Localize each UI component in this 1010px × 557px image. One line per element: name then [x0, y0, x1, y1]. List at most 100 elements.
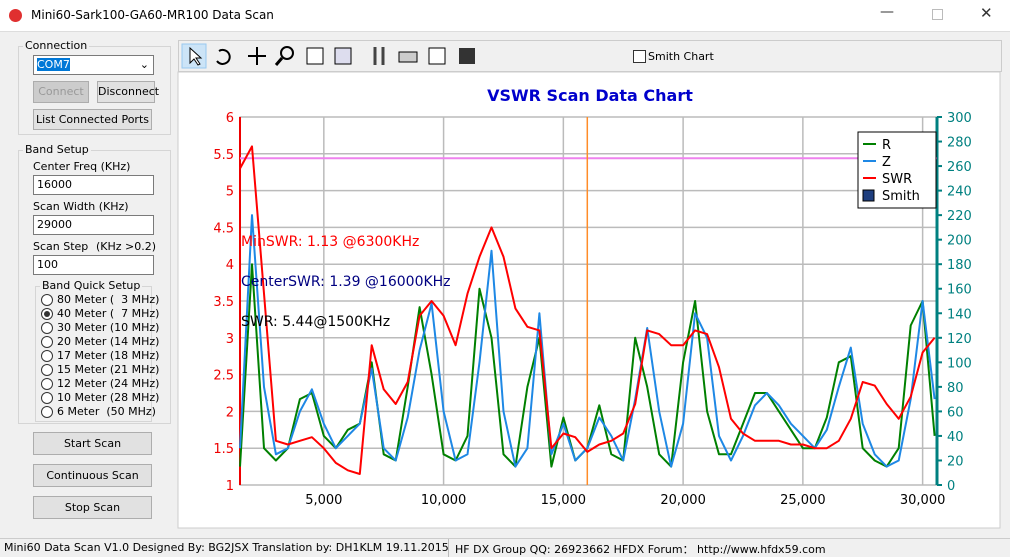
- x-tick-label: 15,000: [541, 493, 587, 508]
- title-bar: Mini60-Sark100-GA60-MR100 Data Scan — ✕: [0, 0, 1010, 32]
- y2-tick-label: 40: [947, 430, 964, 445]
- y2-tick-label: 60: [947, 405, 964, 420]
- y2-tick-label: 0: [947, 479, 955, 494]
- rotate-icon[interactable]: [216, 48, 231, 65]
- field-label: Center Freq (KHz): [33, 160, 131, 173]
- y2-tick-label: 260: [947, 160, 972, 175]
- radio-button[interactable]: [41, 308, 53, 320]
- close[interactable]: ✕: [980, 4, 993, 22]
- y-tick-label: 1.5: [213, 442, 234, 457]
- group-label: Band Setup: [23, 143, 91, 156]
- y2-tick-label: 80: [947, 381, 964, 396]
- connection-group: Connection: [18, 39, 171, 135]
- x-tick-label: 25,000: [780, 493, 826, 508]
- legend-label: SWR: [882, 172, 912, 187]
- annotation: CenterSWR: 1.39 @16000KHz: [241, 274, 451, 290]
- status-left: Mini60 Data Scan V1.0 Designed By: BG2JS…: [4, 541, 449, 554]
- center-freq-input[interactable]: 16000: [33, 175, 154, 195]
- y-tick-label: 2.5: [213, 369, 234, 384]
- annotation: SWR: 5.44@1500KHz: [241, 314, 390, 330]
- y-tick-label: 5.5: [213, 148, 234, 163]
- scan-width-input[interactable]: 29000: [33, 215, 154, 235]
- radio-label: 17 Meter (18 MHz): [57, 349, 160, 362]
- group-label: Connection: [23, 39, 90, 52]
- status-bar: Mini60 Data Scan V1.0 Designed By: BG2JS…: [0, 538, 1010, 557]
- print-icon[interactable]: [398, 51, 418, 63]
- scan-step-input[interactable]: 100: [33, 255, 154, 275]
- axis-icon[interactable]: [306, 47, 324, 65]
- zoom-handle: [274, 57, 284, 66]
- x-tick-label: 30,000: [900, 493, 946, 508]
- y2-tick-label: 100: [947, 356, 972, 371]
- y2-tick-label: 180: [947, 258, 972, 273]
- legend-swatch: [862, 189, 875, 202]
- radio-button[interactable]: [41, 322, 53, 334]
- y-tick-label: 3.5: [213, 295, 234, 310]
- smith-checkbox[interactable]: [633, 50, 646, 63]
- zoom-icon[interactable]: [280, 46, 294, 60]
- start-scan-button[interactable]: Start Scan: [33, 432, 152, 455]
- maximize[interactable]: [932, 9, 943, 20]
- chart-title: VSWR Scan Data Chart: [487, 86, 693, 105]
- series-line: [239, 145, 936, 475]
- y2-tick-label: 300: [947, 111, 972, 126]
- stop-scan-button[interactable]: Stop Scan: [33, 496, 152, 519]
- series-line: [239, 214, 936, 468]
- y2-tick-label: 140: [947, 307, 972, 322]
- group-label: Band Quick Setup: [40, 279, 143, 292]
- y-tick-label: 4.5: [213, 221, 234, 236]
- radio-label: 12 Meter (24 MHz): [57, 377, 160, 390]
- smith-label: Smith Chart: [648, 50, 714, 63]
- quick-setup-group: Band Quick Setup: [35, 279, 152, 422]
- radio-label: 40 Meter ( 7 MHz): [57, 307, 160, 320]
- x-tick-label: 10,000: [421, 493, 467, 508]
- y2-tick-label: 240: [947, 185, 972, 200]
- y2-tick-label: 160: [947, 283, 972, 298]
- data-icon[interactable]: [334, 47, 352, 65]
- pan-icon[interactable]: [248, 47, 266, 65]
- radio-button[interactable]: [41, 350, 53, 362]
- radio-button[interactable]: [41, 336, 53, 348]
- port-combo[interactable]: COM7 ⌄: [33, 55, 154, 75]
- y2-tick-label: 20: [947, 454, 964, 469]
- radio-button[interactable]: [41, 392, 53, 404]
- y2-tick-label: 120: [947, 332, 972, 347]
- save-icon[interactable]: [459, 48, 475, 64]
- continuous-scan-button[interactable]: Continuous Scan: [33, 464, 152, 487]
- annotation: MinSWR: 1.13 @6300KHz: [241, 234, 419, 250]
- radio-label: 30 Meter (10 MHz): [57, 321, 160, 334]
- radio-label: 10 Meter (28 MHz): [57, 391, 160, 404]
- radio-button[interactable]: [41, 364, 53, 376]
- field-hint: (KHz >0.2): [96, 240, 157, 253]
- legend-label: R: [882, 138, 891, 153]
- copy-icon[interactable]: [428, 47, 446, 65]
- radio-label: 15 Meter (21 MHz): [57, 363, 160, 376]
- field-label: Scan Width (KHz): [33, 200, 129, 213]
- window-title: Mini60-Sark100-GA60-MR100 Data Scan: [31, 8, 274, 22]
- radio-label: 6 Meter (50 MHz): [57, 405, 156, 418]
- minimize[interactable]: —: [880, 4, 894, 20]
- y2-tick-label: 200: [947, 234, 972, 249]
- radio-button[interactable]: [41, 378, 53, 390]
- toolbar-icons: [181, 43, 475, 69]
- y-tick-label: 6: [226, 111, 234, 126]
- settings-icon[interactable]: [373, 47, 385, 65]
- app-icon: [9, 9, 22, 22]
- connect-button[interactable]: Connect: [33, 81, 89, 103]
- radio-button[interactable]: [41, 406, 53, 418]
- x-tick-label: 5,000: [305, 493, 342, 508]
- legend-label: Z: [882, 155, 891, 170]
- port-value: COM7: [37, 58, 70, 71]
- y-tick-label: 5: [226, 185, 234, 200]
- band-setup-group: Band Setup: [18, 143, 171, 424]
- pointer-icon: [189, 46, 203, 66]
- field-label: Scan Step: [33, 240, 89, 253]
- y-tick-label: 2: [226, 405, 234, 420]
- list-ports-button[interactable]: List Connected Ports: [33, 109, 152, 130]
- y2-tick-label: 280: [947, 136, 972, 151]
- y-tick-label: 3: [226, 332, 234, 347]
- radio-button[interactable]: [41, 294, 53, 306]
- disconnect-button[interactable]: Disconnect: [97, 81, 159, 103]
